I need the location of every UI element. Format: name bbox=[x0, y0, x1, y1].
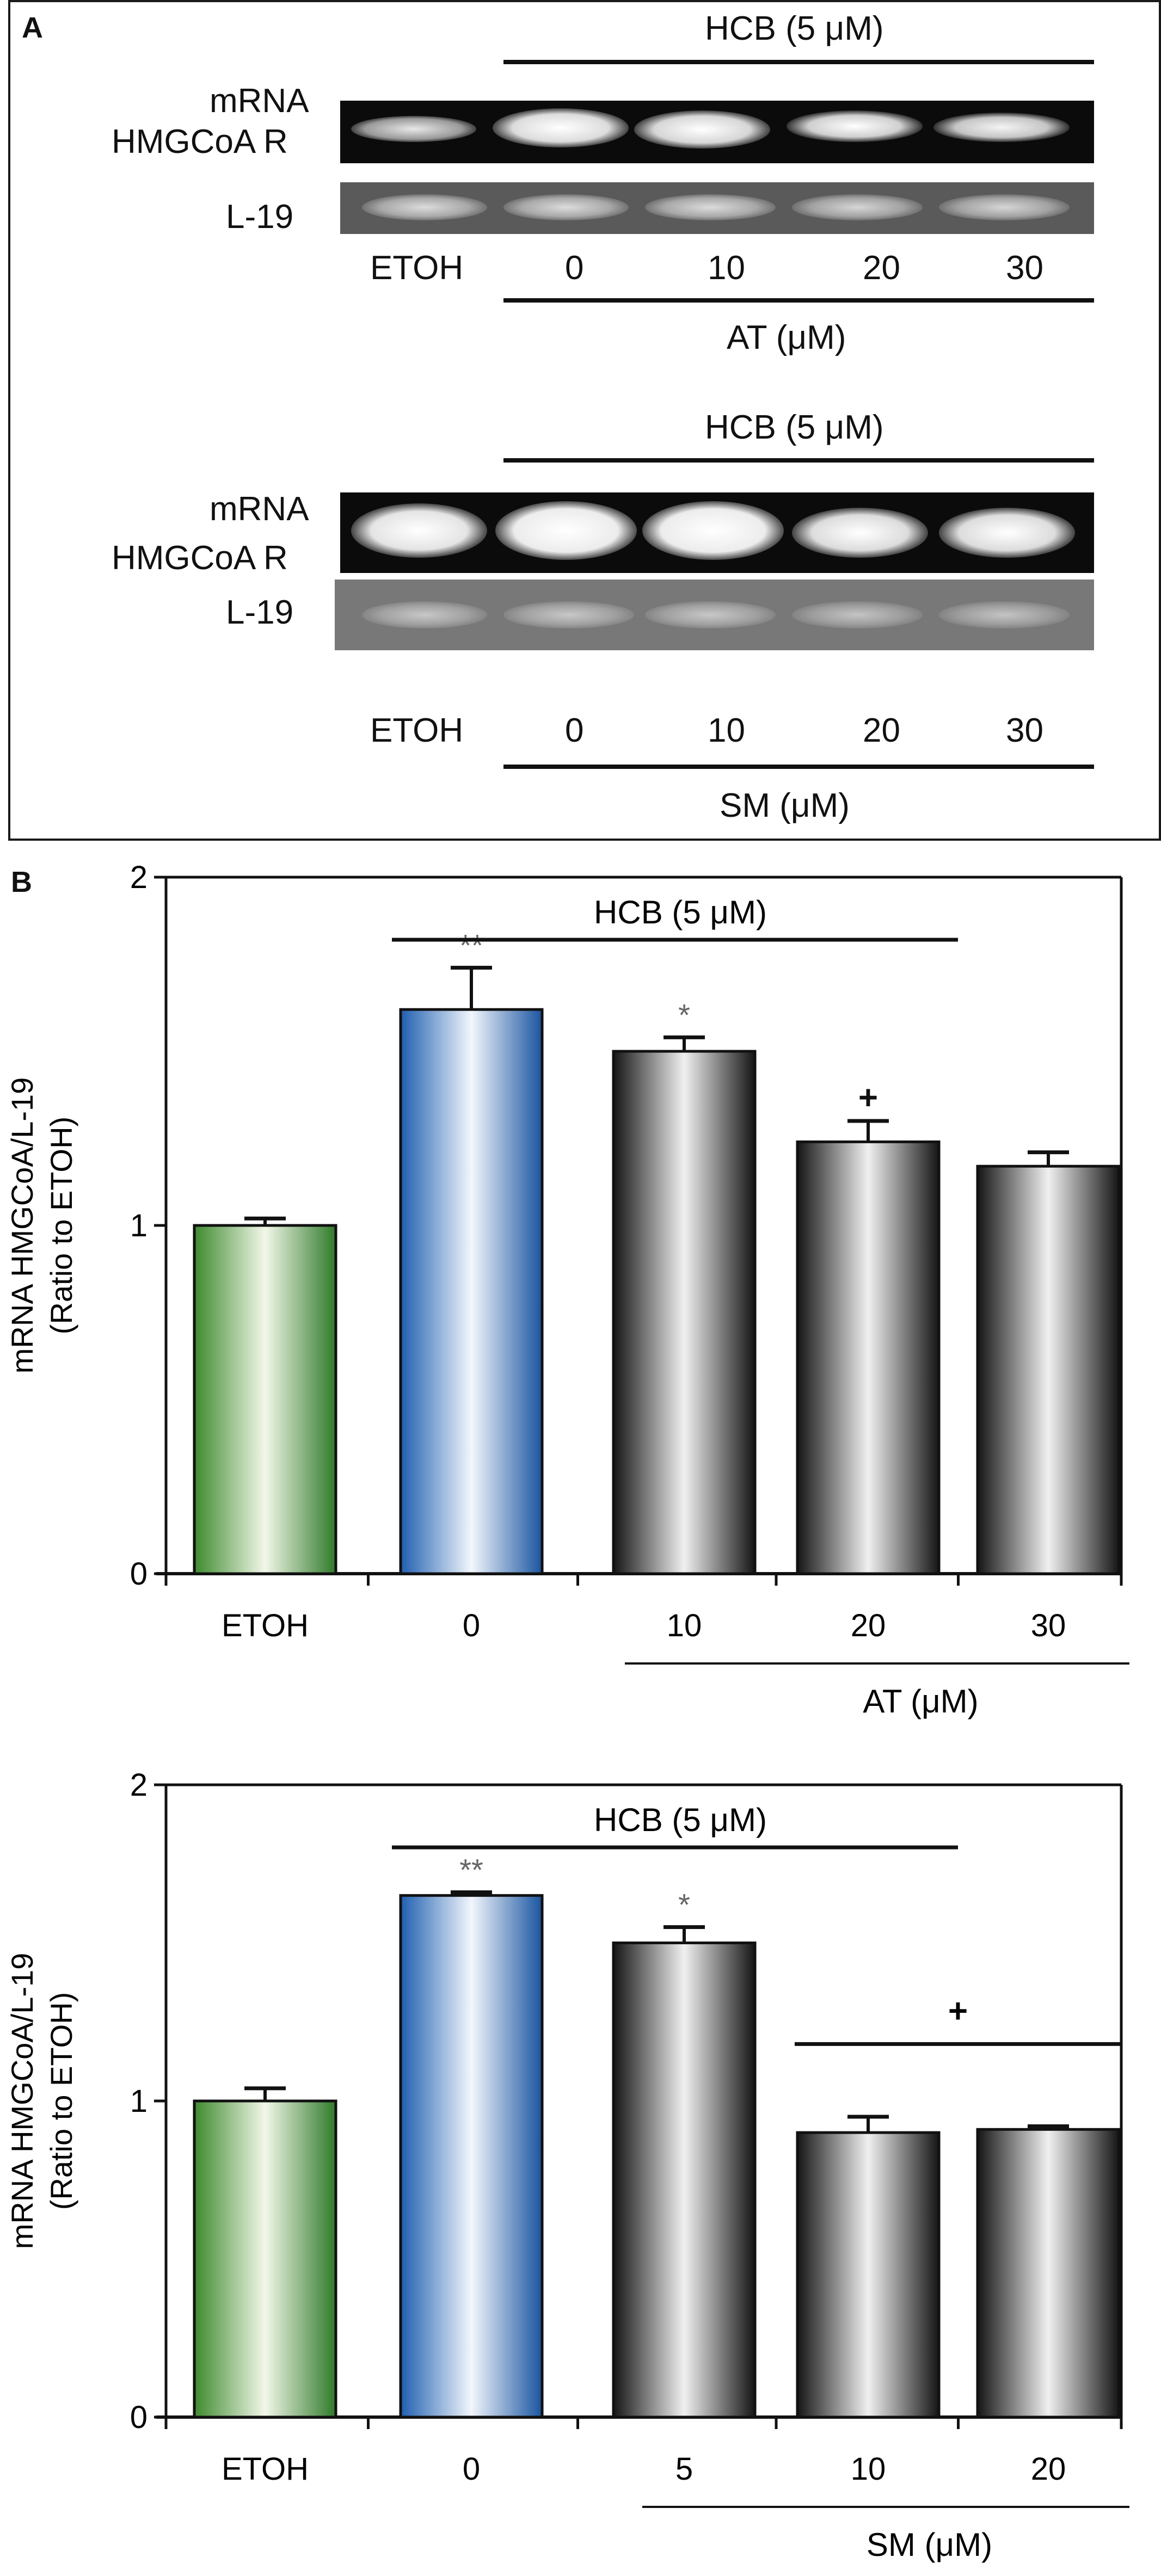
c2-significance-1: ** bbox=[459, 1853, 483, 1887]
blot-top-lane-4: 20 bbox=[863, 249, 900, 287]
c2-group-label: SM (μM) bbox=[867, 2526, 992, 2563]
c1-y-tick-label: 1 bbox=[130, 1208, 148, 1243]
blot-top-drug-line bbox=[503, 298, 1094, 303]
c1-significance-3: + bbox=[858, 1079, 878, 1117]
blot-bottom-drug-line bbox=[503, 765, 1094, 769]
blot-top-hmgcoa-gel bbox=[340, 101, 1094, 163]
panel-a-frame bbox=[8, 0, 1161, 841]
c1-significance-2: * bbox=[678, 997, 690, 1032]
blot-bottom-lane-3: 10 bbox=[708, 712, 745, 749]
c1-category-label-4: 30 bbox=[1031, 1608, 1066, 1643]
c2-shared-significance-mark: + bbox=[948, 1992, 968, 2030]
blot-top-lane-3: 10 bbox=[708, 249, 745, 287]
panel-a-letter: A bbox=[22, 11, 43, 44]
c1-y-tick-label: 0 bbox=[130, 1556, 148, 1592]
blot-top-row2-label: L-19 bbox=[226, 198, 294, 236]
c2-category-label-1: 0 bbox=[463, 2451, 480, 2487]
c2-bar-2 bbox=[612, 1942, 757, 2419]
c1-y-axis-title-1: mRNA HMGCoA/L-19 bbox=[5, 1077, 39, 1374]
c2-y-tick-label: 0 bbox=[130, 2400, 148, 2435]
c1-significance-1: ** bbox=[459, 928, 483, 962]
c2-bar-1 bbox=[399, 1894, 544, 2419]
c1-group-label: AT (μM) bbox=[863, 1683, 978, 1720]
c1-category-label-1: 0 bbox=[463, 1608, 480, 1643]
blot-top-row1-label-1: mRNA bbox=[210, 82, 309, 120]
blot-top-drug-label: AT (μM) bbox=[727, 319, 846, 356]
blot-bottom-treatment-label: HCB (5 μM) bbox=[705, 409, 884, 446]
c2-bar-4 bbox=[976, 2128, 1121, 2419]
c1-y-tick-label: 2 bbox=[130, 860, 148, 895]
c2-y-axis-title-2: (Ratio to ETOH) bbox=[44, 1992, 78, 2210]
blot-top-row1-label-2: HMGCoA R bbox=[112, 123, 288, 161]
blot-bottom-l19-gel bbox=[335, 580, 1094, 650]
blot-bottom-row1-label-2: HMGCoA R bbox=[112, 539, 288, 577]
c2-bar-0 bbox=[193, 2099, 337, 2419]
c2-category-label-4: 20 bbox=[1031, 2451, 1066, 2487]
blot-bottom-drug-label: SM (μM) bbox=[720, 787, 850, 824]
panel-b-letter: B bbox=[11, 866, 32, 898]
c1-bar-4 bbox=[976, 1164, 1121, 1575]
c2-category-label-0: ETOH bbox=[222, 2451, 309, 2487]
c2-category-label-3: 10 bbox=[851, 2451, 886, 2487]
c2-category-label-2: 5 bbox=[675, 2451, 693, 2487]
c2-significance-2: * bbox=[678, 1887, 690, 1921]
c1-category-label-2: 10 bbox=[667, 1608, 702, 1643]
blot-bottom-hmgcoa-gel bbox=[340, 492, 1094, 573]
c2-bar-3 bbox=[796, 2131, 941, 2419]
c2-treatment-label: HCB (5 μM) bbox=[594, 1802, 767, 1838]
c1-treatment-label: HCB (5 μM) bbox=[594, 894, 767, 930]
blot-top-lane-5: 30 bbox=[1006, 249, 1043, 287]
blot-bottom-lane-5: 30 bbox=[1006, 712, 1043, 749]
blot-bottom-lane-1: ETOH bbox=[370, 712, 464, 749]
c1-bar-0 bbox=[193, 1224, 337, 1575]
blot-bottom-treatment-line bbox=[503, 458, 1094, 463]
blot-top-l19-gel bbox=[340, 182, 1094, 234]
c1-bar-2 bbox=[612, 1050, 757, 1575]
c2-y-tick-label: 1 bbox=[130, 2084, 148, 2119]
blot-bottom-lane-2: 0 bbox=[565, 712, 584, 749]
c2-y-tick-label: 2 bbox=[130, 1767, 148, 1803]
blot-bottom-lane-4: 20 bbox=[863, 712, 900, 749]
c1-bar-1 bbox=[399, 1008, 544, 1575]
c1-y-axis-title-2: (Ratio to ETOH) bbox=[44, 1117, 78, 1334]
blot-top-lane-1: ETOH bbox=[370, 249, 464, 287]
blot-bottom-row1-label-1: mRNA bbox=[210, 490, 309, 528]
blot-top-treatment-line bbox=[503, 60, 1094, 64]
blot-bottom-row2-label: L-19 bbox=[226, 594, 294, 631]
c1-category-label-3: 20 bbox=[851, 1608, 886, 1643]
c2-y-axis-title-1: mRNA HMGCoA/L-19 bbox=[5, 1953, 39, 2250]
c1-category-label-0: ETOH bbox=[222, 1608, 309, 1643]
c1-bar-3 bbox=[796, 1140, 941, 1575]
blot-top-lane-2: 0 bbox=[565, 249, 584, 287]
blot-top-treatment-label: HCB (5 μM) bbox=[705, 10, 884, 47]
